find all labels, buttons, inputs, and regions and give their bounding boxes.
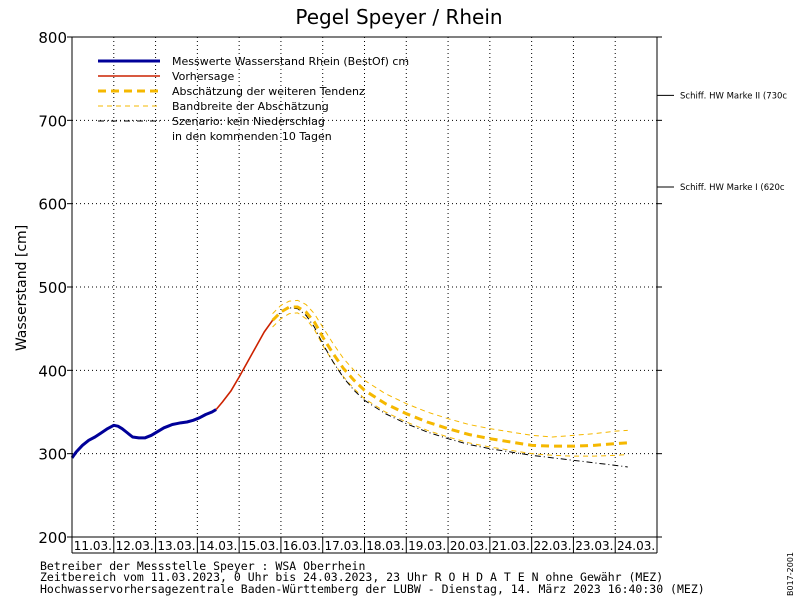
x-axis: 11.03. 12.03. 13.03. 14.03. 15.03. 16.03. 17.0… (71, 537, 658, 554)
reference-marks: Schiff. HW Marke II (730c Schiff. HW Mark… (657, 91, 787, 193)
y-tick-label: 200 (38, 529, 67, 547)
footer-time-range: Zeitbereich vom 11.03.2023, 0 Uhr bis 24… (40, 570, 663, 584)
grid (72, 37, 657, 537)
y-tick-label: 700 (38, 112, 67, 130)
legend-label: Szenario: kein Niederschlag (172, 115, 325, 128)
reference-mark-label: Schiff. HW Marke I (620c (680, 183, 785, 193)
footer-operator: Betreiber der Messstelle Speyer : WSA Ob… (40, 559, 365, 573)
chart-title: Pegel Speyer / Rhein (295, 5, 502, 29)
x-tick-label: 21.03. (492, 539, 530, 553)
x-tick-label: 14.03. (199, 539, 237, 553)
x-tick-label: 13.03. (157, 539, 195, 553)
x-tick-label: 12.03. (116, 539, 154, 553)
x-tick-label: 22.03. (533, 539, 571, 553)
y-tick-label: 400 (38, 362, 67, 380)
y-tick-label: 300 (38, 446, 67, 464)
band-lower-line (272, 312, 628, 457)
band-upper-line (272, 299, 628, 438)
legend-label: Vorhersage (172, 70, 234, 83)
y-tick-label: 500 (38, 279, 67, 297)
series-line-trend (271, 305, 628, 448)
legend-label: Abschätzung der weiteren Tendenz (172, 85, 365, 98)
legend-label-continuation: in den kommenden 10 Tagen (172, 130, 332, 143)
x-tick-label: 20.03. (450, 539, 488, 553)
x-tick-label: 18.03. (366, 539, 404, 553)
band-layer (272, 299, 628, 457)
x-tick-label: 19.03. (408, 539, 446, 553)
y-axis: 200 300 400 500 600 700 800 (38, 29, 662, 547)
series-layer (70, 305, 628, 468)
x-tick-label: 15.03. (241, 539, 279, 553)
legend: Messwerte Wasserstand Rhein (BestOf) cm V… (98, 55, 409, 143)
y-tick-label: 800 (38, 29, 67, 47)
reference-mark-label: Schiff. HW Marke II (730c (680, 91, 787, 101)
x-tick-label: 23.03. (575, 539, 613, 553)
x-tick-label: 16.03. (283, 539, 321, 553)
x-tick-label: 17.03. (325, 539, 363, 553)
x-tick-label: 24.03. (617, 539, 655, 553)
series-line-forecast (215, 319, 274, 411)
y-tick-label: 600 (38, 196, 67, 214)
footer-issuer: Hochwasservorhersagezentrale Baden-Württ… (40, 582, 705, 596)
x-tick-label: 11.03. (74, 539, 112, 553)
series-line-measured (70, 408, 217, 459)
y-axis-label: Wasserstand [cm] (14, 225, 30, 351)
legend-label: Messwerte Wasserstand Rhein (BestOf) cm (172, 55, 409, 68)
legend-label: Bandbreite der Abschätzung (172, 100, 329, 113)
side-code: B017-2001 (786, 552, 795, 596)
